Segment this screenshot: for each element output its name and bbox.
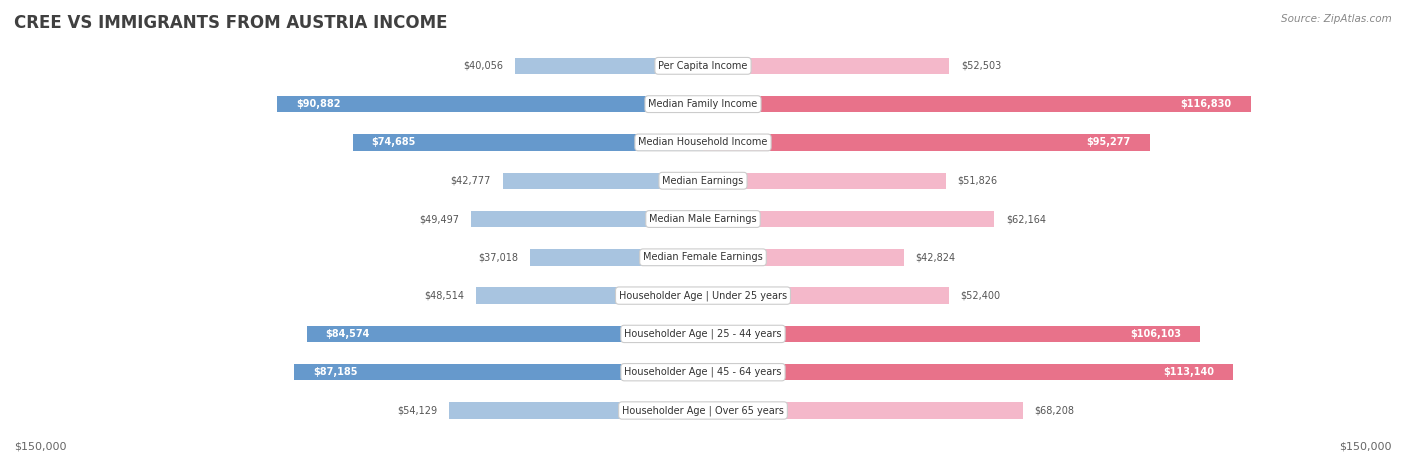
Bar (703, 211, 994, 227)
Bar (703, 287, 949, 304)
Text: $52,503: $52,503 (960, 61, 1001, 71)
Bar (703, 249, 904, 266)
Text: Median Female Earnings: Median Female Earnings (643, 252, 763, 262)
Bar (515, 57, 703, 74)
Text: $95,277: $95,277 (1087, 137, 1130, 148)
Bar (703, 172, 946, 189)
Bar (277, 96, 703, 113)
Text: $54,129: $54,129 (398, 405, 437, 416)
Text: Householder Age | 45 - 64 years: Householder Age | 45 - 64 years (624, 367, 782, 377)
Text: $84,574: $84,574 (325, 329, 370, 339)
Text: $150,000: $150,000 (14, 441, 66, 451)
Bar (307, 325, 703, 342)
Text: $52,400: $52,400 (960, 290, 1001, 301)
Text: Median Earnings: Median Earnings (662, 176, 744, 186)
Text: $87,185: $87,185 (314, 367, 357, 377)
Text: $42,777: $42,777 (450, 176, 491, 186)
Text: Per Capita Income: Per Capita Income (658, 61, 748, 71)
Text: $51,826: $51,826 (957, 176, 998, 186)
Text: $106,103: $106,103 (1130, 329, 1181, 339)
Text: $74,685: $74,685 (371, 137, 416, 148)
Text: Median Household Income: Median Household Income (638, 137, 768, 148)
Bar (703, 57, 949, 74)
Text: $40,056: $40,056 (464, 61, 503, 71)
Text: $90,882: $90,882 (295, 99, 340, 109)
Bar (703, 402, 1022, 419)
Text: Median Family Income: Median Family Income (648, 99, 758, 109)
Bar (703, 325, 1201, 342)
Text: $48,514: $48,514 (425, 290, 464, 301)
Bar (703, 96, 1250, 113)
Bar (530, 249, 703, 266)
Text: $68,208: $68,208 (1035, 405, 1074, 416)
Text: $113,140: $113,140 (1164, 367, 1215, 377)
Text: Source: ZipAtlas.com: Source: ZipAtlas.com (1281, 14, 1392, 24)
Text: $62,164: $62,164 (1007, 214, 1046, 224)
Bar (353, 134, 703, 151)
Text: $42,824: $42,824 (915, 252, 956, 262)
Text: Median Male Earnings: Median Male Earnings (650, 214, 756, 224)
Bar (703, 364, 1233, 381)
Bar (471, 211, 703, 227)
Text: Householder Age | Under 25 years: Householder Age | Under 25 years (619, 290, 787, 301)
Text: CREE VS IMMIGRANTS FROM AUSTRIA INCOME: CREE VS IMMIGRANTS FROM AUSTRIA INCOME (14, 14, 447, 32)
Bar (294, 364, 703, 381)
Bar (450, 402, 703, 419)
Text: $49,497: $49,497 (419, 214, 460, 224)
Text: $37,018: $37,018 (478, 252, 517, 262)
Bar (475, 287, 703, 304)
Text: Householder Age | 25 - 44 years: Householder Age | 25 - 44 years (624, 329, 782, 339)
Text: $116,830: $116,830 (1181, 99, 1232, 109)
Bar (703, 134, 1150, 151)
Bar (502, 172, 703, 189)
Text: $150,000: $150,000 (1340, 441, 1392, 451)
Text: Householder Age | Over 65 years: Householder Age | Over 65 years (621, 405, 785, 416)
